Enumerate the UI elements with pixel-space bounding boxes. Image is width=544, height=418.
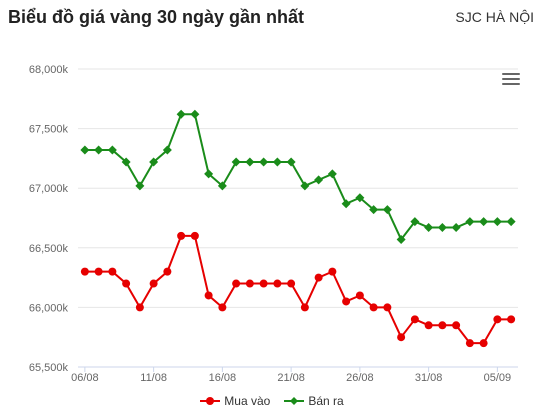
x-tick-label: 06/08 [71,372,99,384]
data-point-buy[interactable] [465,339,474,348]
data-point-buy[interactable] [218,303,227,312]
data-point-buy[interactable] [397,333,406,342]
grid-lines [78,68,518,368]
data-point-buy[interactable] [135,303,144,312]
data-point-buy[interactable] [314,273,323,282]
x-axis: 06/08 11/08 16/08 21/08 26/08 31/08 05/09 [71,366,518,384]
menu-line-icon [502,83,520,85]
data-point-buy[interactable] [410,315,419,324]
data-point-buy[interactable] [273,279,282,288]
data-point-sell[interactable] [121,157,131,167]
data-point-buy[interactable] [342,297,351,306]
data-point-sell[interactable] [107,145,117,155]
x-tick-label: 11/08 [140,372,167,384]
data-point-sell[interactable] [135,181,145,191]
series-line-sell [84,113,512,241]
x-tick-label: 31/08 [415,372,443,384]
data-point-sell[interactable] [231,157,241,167]
data-point-buy[interactable] [94,267,103,276]
data-point-buy[interactable] [355,291,364,300]
data-point-buy[interactable] [507,315,516,324]
data-point-sell[interactable] [437,223,447,233]
data-point-sell[interactable] [176,109,186,119]
data-point-sell[interactable] [217,181,227,191]
data-point-buy[interactable] [204,291,213,300]
x-tick-label: 05/09 [484,372,512,384]
data-point-buy[interactable] [452,321,461,330]
data-point-buy[interactable] [438,321,447,330]
data-point-sell[interactable] [272,157,282,167]
data-point-buy[interactable] [108,267,117,276]
data-point-buy[interactable] [383,303,392,312]
data-point-buy[interactable] [80,267,89,276]
data-point-buy[interactable] [300,303,309,312]
y-tick-label: 67,000k [29,183,69,195]
data-point-sell[interactable] [190,109,200,119]
legend-sell-label: Bán ra [308,394,344,408]
data-point-sell[interactable] [465,217,475,227]
data-point-buy[interactable] [424,321,433,330]
data-point-sell[interactable] [355,193,365,203]
y-axis: 65,500k 66,000k 66,500k 67,000k 67,500k 68,00… [29,64,69,374]
data-point-sell[interactable] [80,145,90,155]
data-point-sell[interactable] [382,205,392,215]
data-point-buy[interactable] [328,267,337,276]
data-point-sell[interactable] [410,217,420,227]
x-tick-label: 16/08 [209,372,237,384]
legend: Mua vào Bán ra [0,394,544,408]
data-point-buy[interactable] [369,303,378,312]
y-tick-label: 66,000k [29,302,69,314]
legend-buy-label: Mua vào [224,394,271,408]
data-point-sell[interactable] [259,157,269,167]
data-point-sell[interactable] [314,175,324,185]
x-tick-label: 21/08 [277,372,305,384]
y-tick-label: 66,500k [29,243,69,255]
data-point-sell[interactable] [396,234,406,244]
data-point-sell[interactable] [204,169,214,179]
data-point-buy[interactable] [122,279,131,288]
data-point-sell[interactable] [300,181,310,191]
series-group [80,109,516,348]
data-point-sell[interactable] [94,145,104,155]
y-tick-label: 68,000k [29,64,69,76]
data-point-sell[interactable] [492,217,502,227]
data-point-buy[interactable] [493,315,502,324]
y-tick-label: 65,500k [29,362,69,374]
menu-line-icon [502,73,520,75]
data-point-buy[interactable] [287,279,296,288]
data-point-sell[interactable] [162,145,172,155]
data-point-buy[interactable] [259,279,268,288]
data-point-sell[interactable] [286,157,296,167]
x-tick-label: 26/08 [346,372,374,384]
data-point-buy[interactable] [163,267,172,276]
data-point-buy[interactable] [479,339,488,348]
data-point-sell[interactable] [327,169,337,179]
menu-line-icon [502,78,520,80]
data-point-buy[interactable] [190,231,199,240]
series-line-buy [84,234,512,345]
location-label: SJC HÀ NỘI [455,9,534,25]
data-point-sell[interactable] [341,199,351,209]
data-point-buy[interactable] [149,279,158,288]
data-point-buy[interactable] [177,231,186,240]
data-point-sell[interactable] [451,223,461,233]
legend-buy-symbol-icon [200,397,221,405]
chart-menu-button[interactable] [502,73,520,87]
data-point-sell[interactable] [149,157,159,167]
y-tick-label: 67,500k [29,124,69,136]
data-point-sell[interactable] [245,157,255,167]
data-point-sell[interactable] [479,217,489,227]
data-point-sell[interactable] [506,217,516,227]
legend-sell-symbol-icon [284,397,305,405]
legend-item-sell[interactable]: Bán ra [284,394,344,408]
data-point-sell[interactable] [424,223,434,233]
chart-title: Biểu đồ giá vàng 30 ngày gần nhất [8,7,305,27]
data-point-buy[interactable] [245,279,254,288]
legend-item-buy[interactable]: Mua vào [200,394,270,408]
data-point-buy[interactable] [232,279,241,288]
data-point-sell[interactable] [369,205,379,215]
